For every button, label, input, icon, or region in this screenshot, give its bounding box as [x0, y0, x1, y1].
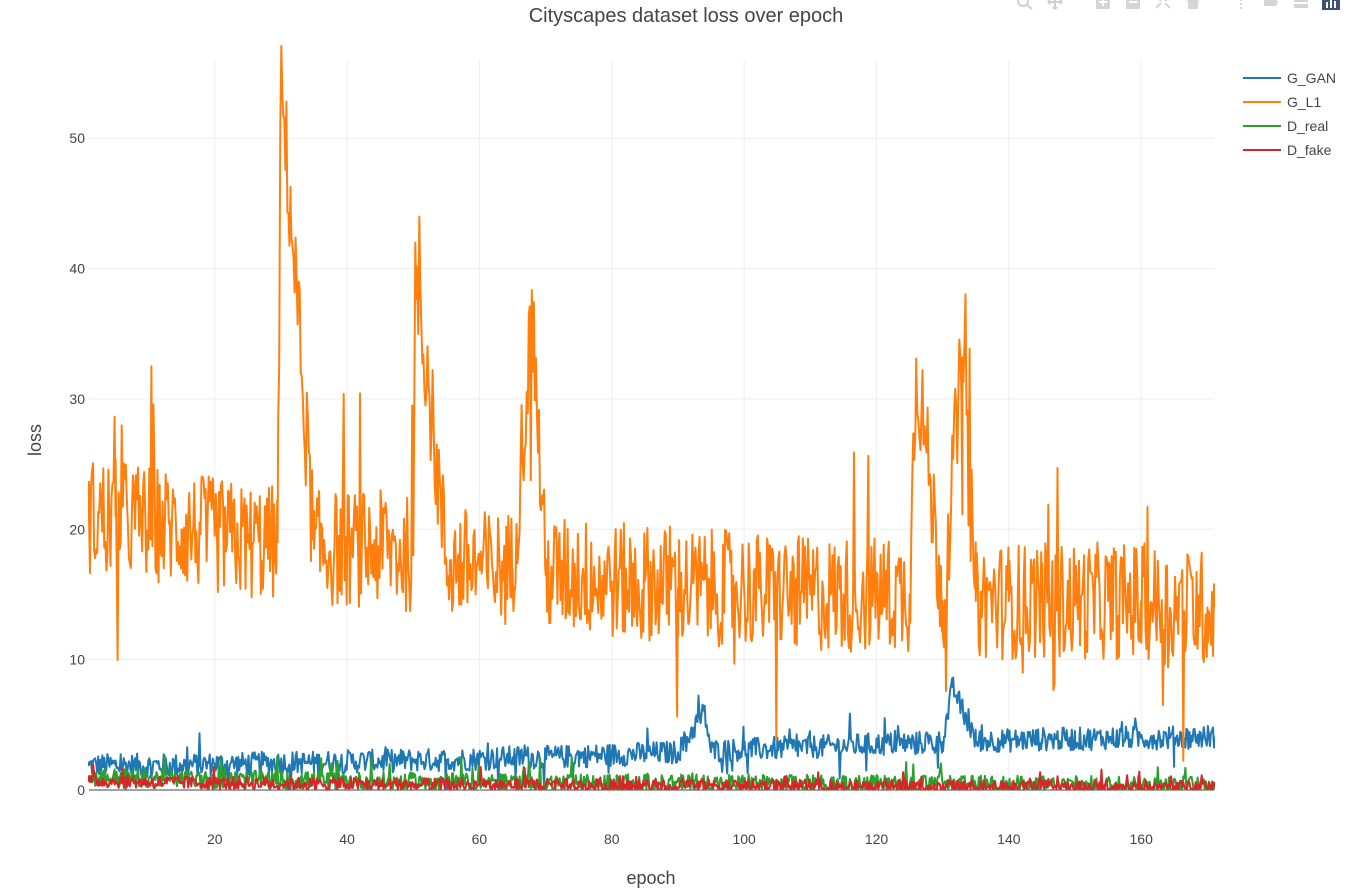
autoscale-icon[interactable] [1153, 0, 1173, 10]
plotly-logo-icon[interactable] [1322, 0, 1340, 10]
x-tick-label: 80 [604, 831, 620, 847]
axis-layer: 0 10 20 30 40 50 20 40 60 80 100 120 140 160 [69, 130, 1153, 847]
legend-item-d-real[interactable]: D_real [1243, 118, 1328, 134]
legend-label: G_GAN [1287, 70, 1336, 86]
x-tick-label: 160 [1130, 831, 1154, 847]
legend-item-g-l1[interactable]: G_L1 [1243, 94, 1321, 110]
hover-closest-icon[interactable] [1261, 0, 1281, 10]
legend[interactable]: G_GAN G_L1 D_real D_fake [1243, 70, 1336, 158]
legend-item-d-fake[interactable]: D_fake [1243, 142, 1332, 158]
pan-icon[interactable] [1045, 0, 1065, 10]
x-tick-label: 20 [207, 831, 223, 847]
reset-axes-icon[interactable] [1183, 0, 1203, 10]
y-tick-label: 20 [69, 521, 85, 537]
legend-label: D_fake [1287, 142, 1332, 158]
zoom-out-icon[interactable] [1123, 0, 1143, 10]
hover-compare-icon[interactable] [1291, 0, 1311, 10]
y-tick-label: 30 [69, 391, 85, 407]
x-tick-label: 140 [997, 831, 1021, 847]
chart-title: Cityscapes dataset loss over epoch [529, 5, 844, 27]
series-line-d-fake[interactable] [88, 763, 1215, 791]
modebar [1015, 0, 1311, 10]
legend-item-g-gan[interactable]: G_GAN [1243, 70, 1336, 86]
grid-layer [89, 60, 1214, 791]
series-line-g-l1[interactable] [88, 45, 1215, 762]
y-tick-label: 10 [69, 652, 85, 668]
y-tick-label: 0 [77, 782, 85, 798]
x-tick-label: 60 [472, 831, 488, 847]
zoom-icon[interactable] [1015, 0, 1035, 10]
y-tick-label: 40 [69, 261, 85, 277]
x-tick-label: 120 [865, 831, 889, 847]
zoom-in-icon[interactable] [1093, 0, 1113, 10]
series-line-g-gan[interactable] [88, 676, 1215, 791]
y-axis-title: loss [25, 424, 45, 456]
x-tick-label: 100 [732, 831, 756, 847]
x-tick-label: 40 [339, 831, 355, 847]
x-axis-title: epoch [626, 868, 675, 888]
y-tick-label: 50 [69, 130, 85, 146]
series-layer[interactable] [88, 45, 1215, 791]
legend-label: D_real [1287, 118, 1328, 134]
spike-lines-icon[interactable] [1231, 0, 1251, 10]
legend-label: G_L1 [1287, 94, 1321, 110]
